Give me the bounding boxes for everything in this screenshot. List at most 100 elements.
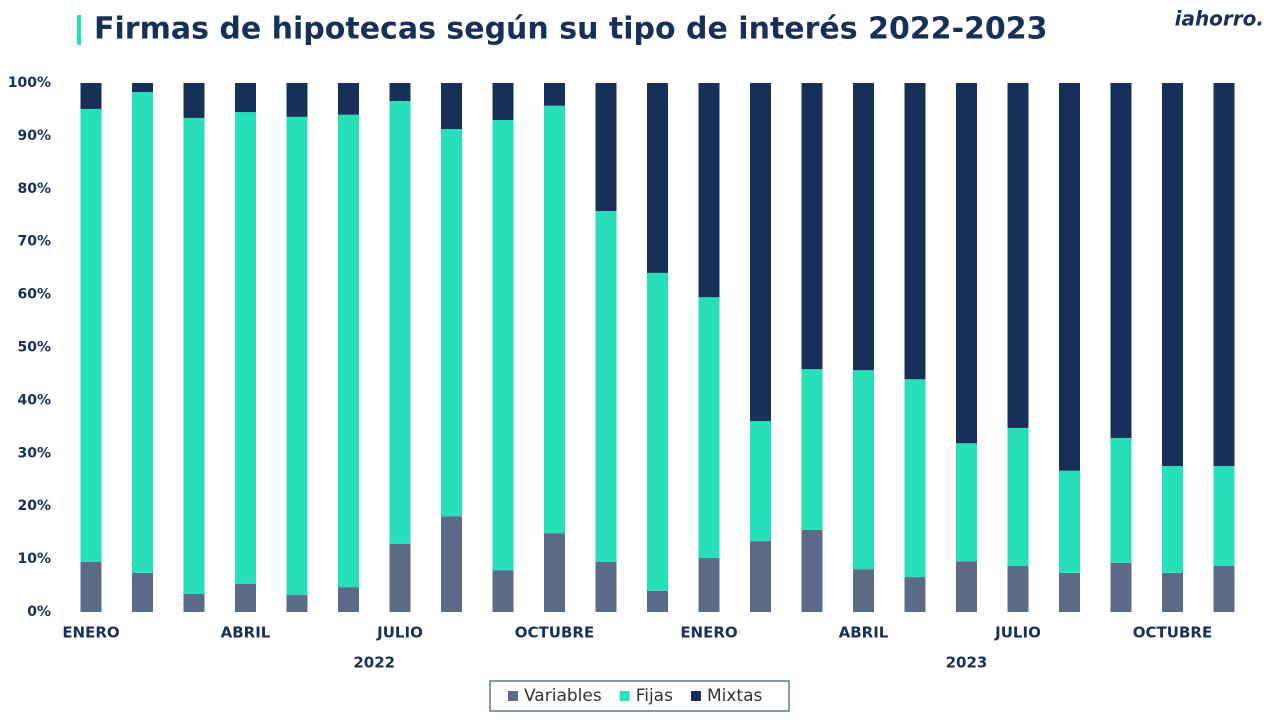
legend-swatch	[508, 691, 518, 701]
bar-segment	[80, 83, 102, 109]
x-tick-label: JULIO	[994, 624, 1041, 642]
bar-segment	[956, 561, 977, 612]
bar-segment	[698, 83, 720, 298]
bar-segment	[338, 587, 359, 612]
title-accent	[77, 15, 81, 45]
y-tick-label: 10%	[17, 551, 51, 567]
bar-segment	[389, 83, 411, 101]
bar-segment	[956, 83, 977, 444]
y-tick-label: 100%	[8, 75, 51, 91]
x-tick-label: ENERO	[680, 624, 737, 642]
bar-segment	[132, 572, 153, 612]
bar-segment	[904, 83, 926, 380]
bar-segment	[286, 595, 308, 612]
x-tick-label: ABRIL	[839, 624, 889, 642]
bar-segment	[132, 91, 153, 573]
bar-segment	[1213, 565, 1235, 612]
legend-label: Fijas	[636, 686, 673, 706]
x-tick-label: OCTUBRE	[515, 624, 594, 642]
x-tick-label: ABRIL	[221, 624, 271, 642]
bar-segment	[492, 83, 514, 121]
bar-segment	[904, 379, 926, 578]
bar-segment	[235, 583, 256, 612]
bar-segment	[1162, 572, 1183, 612]
bar-segment	[441, 83, 462, 130]
bar-segment	[492, 120, 514, 571]
bar-segment	[389, 100, 411, 544]
bar-segment	[595, 83, 617, 212]
bar-segment	[132, 83, 153, 92]
bar-segment	[1059, 572, 1080, 612]
logo: iahorro.	[1175, 7, 1264, 31]
bar-segment	[801, 83, 823, 370]
group-label: 2022	[353, 654, 395, 672]
bar-segment	[698, 297, 720, 559]
bar-segment	[1162, 465, 1183, 573]
legend: Variables Fijas Mixtas	[489, 680, 790, 712]
y-tick-label: 20%	[17, 498, 51, 514]
bar-segment	[595, 561, 617, 612]
y-tick-label: 0%	[27, 604, 51, 620]
y-tick-label: 80%	[17, 181, 51, 197]
legend-swatch	[690, 691, 701, 701]
bar-segment	[235, 83, 256, 113]
bar-segment	[1059, 470, 1080, 573]
bar-segment	[1059, 83, 1080, 471]
bar-segment	[235, 112, 256, 584]
bar-segment	[853, 569, 874, 612]
bar-segment	[1110, 562, 1132, 612]
legend-box	[489, 680, 790, 712]
y-tick-label: 50%	[17, 340, 51, 356]
bar-segment	[389, 543, 411, 612]
bar-segment	[1007, 427, 1029, 566]
chart-title: Firmas de hipotecas según su tipo de int…	[94, 12, 1048, 47]
bar-segment	[338, 114, 359, 588]
bar-segment	[853, 370, 874, 570]
bar-segment	[904, 577, 926, 612]
y-tick-label: 60%	[17, 287, 51, 303]
bar-segment	[286, 116, 308, 596]
x-tick-label: ENERO	[62, 624, 119, 642]
bar-segment	[441, 129, 462, 517]
y-tick-label: 40%	[17, 392, 51, 408]
legend-label: Mixtas	[707, 686, 763, 706]
bar-segment	[801, 369, 823, 531]
group-label: 2023	[946, 654, 988, 672]
bar-segment	[1162, 83, 1183, 466]
bar-segment	[183, 594, 205, 612]
bar-segment	[853, 83, 874, 371]
bar-segment	[956, 443, 977, 562]
y-tick-label: 90%	[17, 128, 51, 144]
bar-segment	[183, 83, 205, 118]
bar-segment	[647, 590, 668, 612]
legend-label: Variables	[524, 686, 602, 706]
bar-segment	[441, 516, 462, 612]
x-tick-label: OCTUBRE	[1133, 624, 1212, 642]
bar-segment	[647, 83, 668, 273]
bar-segment	[698, 558, 720, 612]
bar-segment	[750, 541, 771, 612]
bar-segment	[492, 570, 514, 612]
bar-segment	[1213, 83, 1235, 466]
bar-segment	[801, 530, 823, 612]
y-tick-label: 30%	[17, 445, 51, 461]
bar-segment	[750, 421, 771, 542]
bar-segment	[595, 211, 617, 562]
bar-segment	[80, 108, 102, 562]
bar-segment	[544, 533, 565, 612]
y-tick-label: 70%	[17, 234, 51, 250]
bar-segment	[1213, 465, 1235, 566]
x-tick-label: JULIO	[376, 624, 423, 642]
bar-segment	[1110, 437, 1132, 563]
bar-segment	[750, 83, 771, 422]
bar-segment	[1110, 83, 1132, 438]
bar-segment	[338, 83, 359, 115]
bar-segment	[286, 83, 308, 117]
bar-segment	[544, 105, 565, 534]
bar-segment	[544, 83, 565, 106]
bar-segment	[80, 561, 102, 612]
bar-segment	[183, 117, 205, 595]
bar-segment	[1007, 565, 1029, 612]
bar-segment	[1007, 83, 1029, 428]
